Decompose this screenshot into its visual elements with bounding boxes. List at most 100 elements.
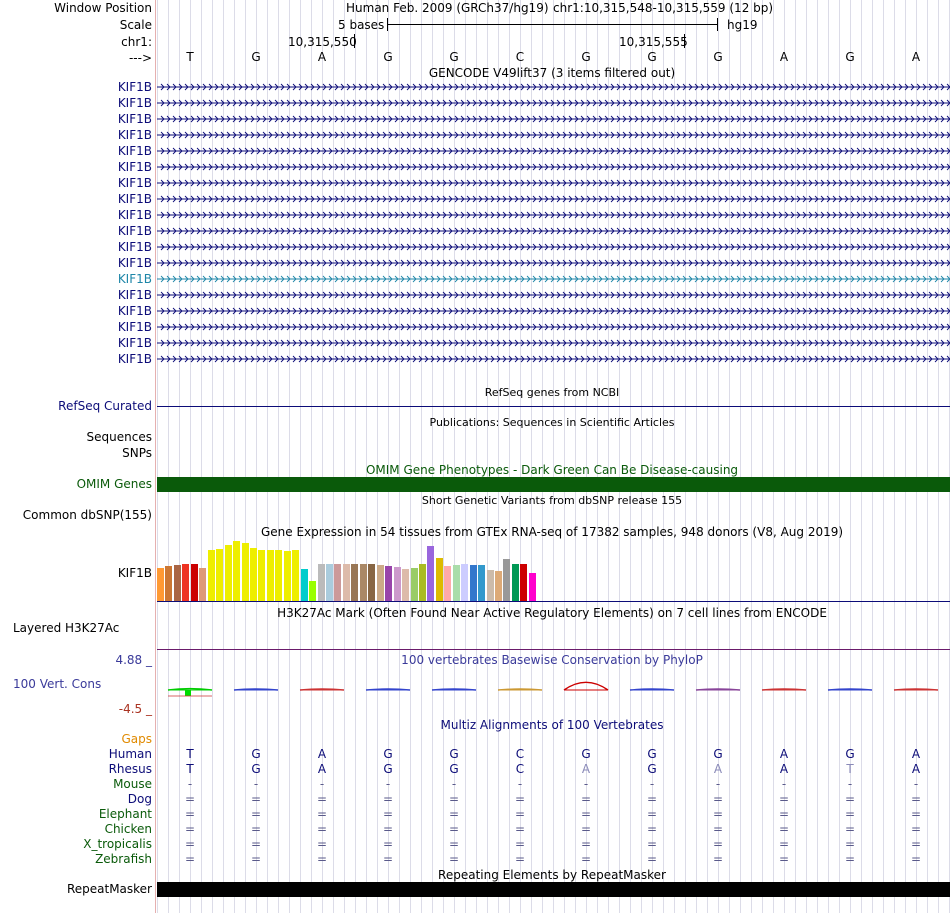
gencode-transcript[interactable] [157,131,950,140]
dbsnp-label[interactable]: Common dbSNP(155) [22,508,152,522]
multiz-species-label[interactable]: Elephant [98,807,152,821]
gencode-transcript[interactable] [157,275,950,284]
gtex-bar[interactable] [452,565,460,601]
gtex-bar[interactable] [157,568,164,601]
multiz-species-label[interactable]: Chicken [104,822,152,836]
gtex-bar[interactable] [317,564,325,601]
gtex-bar[interactable] [435,558,443,601]
gtex-bar[interactable] [173,565,181,601]
gencode-item-label[interactable]: KIF1B [117,80,152,94]
gtex-bar[interactable] [444,566,452,601]
gencode-item-label[interactable]: KIF1B [117,112,152,126]
gtex-bar[interactable] [275,550,283,601]
gencode-item-label[interactable]: KIF1B [117,336,152,350]
phylop-mark[interactable] [165,675,215,705]
phylop-mark[interactable] [759,675,809,705]
gtex-bar[interactable] [486,570,494,601]
gencode-item-label[interactable]: KIF1B [117,320,152,334]
gtex-bar[interactable] [368,564,376,601]
phylop-mark[interactable] [429,675,479,705]
refseq-label[interactable]: RefSeq Curated [58,399,152,413]
phylop-mark[interactable] [231,675,281,705]
repeatmasker-track-bar[interactable] [157,882,950,897]
gtex-bar[interactable] [249,548,257,601]
gencode-transcript[interactable] [157,179,950,188]
gtex-bar[interactable] [334,564,342,601]
gencode-item-label[interactable]: KIF1B [117,224,152,238]
gencode-item-label[interactable]: KIF1B [117,272,152,286]
gencode-transcript[interactable] [157,227,950,236]
gencode-item-label[interactable]: KIF1B [117,192,152,206]
gencode-transcript[interactable] [157,243,950,252]
h3k27ac-label[interactable]: Layered H3K27Ac [13,621,120,635]
gtex-bar[interactable] [182,564,190,601]
gencode-transcript[interactable] [157,83,950,92]
repeatmasker-label[interactable]: RepeatMasker [66,882,152,896]
phylop-mark[interactable] [627,675,677,705]
gtex-bar[interactable] [165,566,173,601]
gtex-bar[interactable] [503,559,511,601]
gtex-bar[interactable] [258,550,266,601]
gencode-transcript[interactable] [157,115,950,124]
phylop-mark[interactable] [363,675,413,705]
gtex-bar[interactable] [216,549,224,601]
gtex-bar[interactable] [199,568,207,601]
gencode-item-label[interactable]: KIF1B [117,352,152,366]
gtex-bar[interactable] [461,564,469,601]
gtex-bar[interactable] [224,545,232,601]
gencode-transcript[interactable] [157,259,950,268]
gtex-label[interactable]: KIF1B [117,566,152,580]
gtex-bar[interactable] [528,573,536,601]
gencode-transcript[interactable] [157,211,950,220]
multiz-species-label[interactable]: Mouse [113,777,152,791]
gtex-bar[interactable] [427,546,435,601]
gtex-bar[interactable] [495,571,502,601]
gencode-item-label[interactable]: KIF1B [117,96,152,110]
gencode-item-label[interactable]: KIF1B [117,288,152,302]
gtex-bar[interactable] [309,581,317,601]
gtex-bar[interactable] [376,565,384,601]
gencode-item-label[interactable]: KIF1B [117,176,152,190]
gencode-item-label[interactable]: KIF1B [117,208,152,222]
phylop-mark[interactable] [297,675,347,705]
gtex-bar[interactable] [520,564,528,601]
phylop-mark[interactable] [693,675,743,705]
multiz-species-label[interactable]: Zebrafish [95,852,152,866]
gencode-transcript[interactable] [157,195,950,204]
gencode-item-label[interactable]: KIF1B [117,144,152,158]
gtex-bar[interactable] [241,543,249,601]
omim-label[interactable]: OMIM Genes [76,477,152,491]
gtex-bar[interactable] [207,550,215,601]
snps-label[interactable]: SNPs [122,446,152,460]
omim-track-bar[interactable] [157,477,950,492]
gencode-item-label[interactable]: KIF1B [117,256,152,270]
refseq-track-line[interactable] [157,406,950,407]
gtex-bar[interactable] [266,550,274,601]
multiz-species-label[interactable]: X_tropicalis [83,837,152,851]
phylop-label[interactable]: 100 Vert. Cons [13,677,102,691]
gtex-bar[interactable] [342,564,350,601]
gtex-bar[interactable] [190,564,198,601]
gtex-bar[interactable] [359,564,367,601]
gencode-transcript[interactable] [157,339,950,348]
gtex-bar[interactable] [233,541,241,601]
gencode-item-label[interactable]: KIF1B [117,304,152,318]
gencode-transcript[interactable] [157,291,950,300]
phylop-mark[interactable] [495,675,545,705]
gtex-bar[interactable] [478,565,486,601]
gtex-bar[interactable] [292,550,300,601]
gencode-item-label[interactable]: KIF1B [117,240,152,254]
phylop-mark[interactable] [561,675,611,705]
gencode-item-label[interactable]: KIF1B [117,160,152,174]
gencode-transcript[interactable] [157,147,950,156]
gtex-bar[interactable] [469,565,477,601]
gencode-transcript[interactable] [157,163,950,172]
gtex-bar[interactable] [351,564,359,601]
gtex-bar[interactable] [418,564,426,601]
gtex-bar[interactable] [402,569,410,601]
phylop-mark[interactable] [891,675,941,705]
phylop-mark[interactable] [825,675,875,705]
gtex-bar[interactable] [393,567,401,601]
gencode-transcript[interactable] [157,99,950,108]
